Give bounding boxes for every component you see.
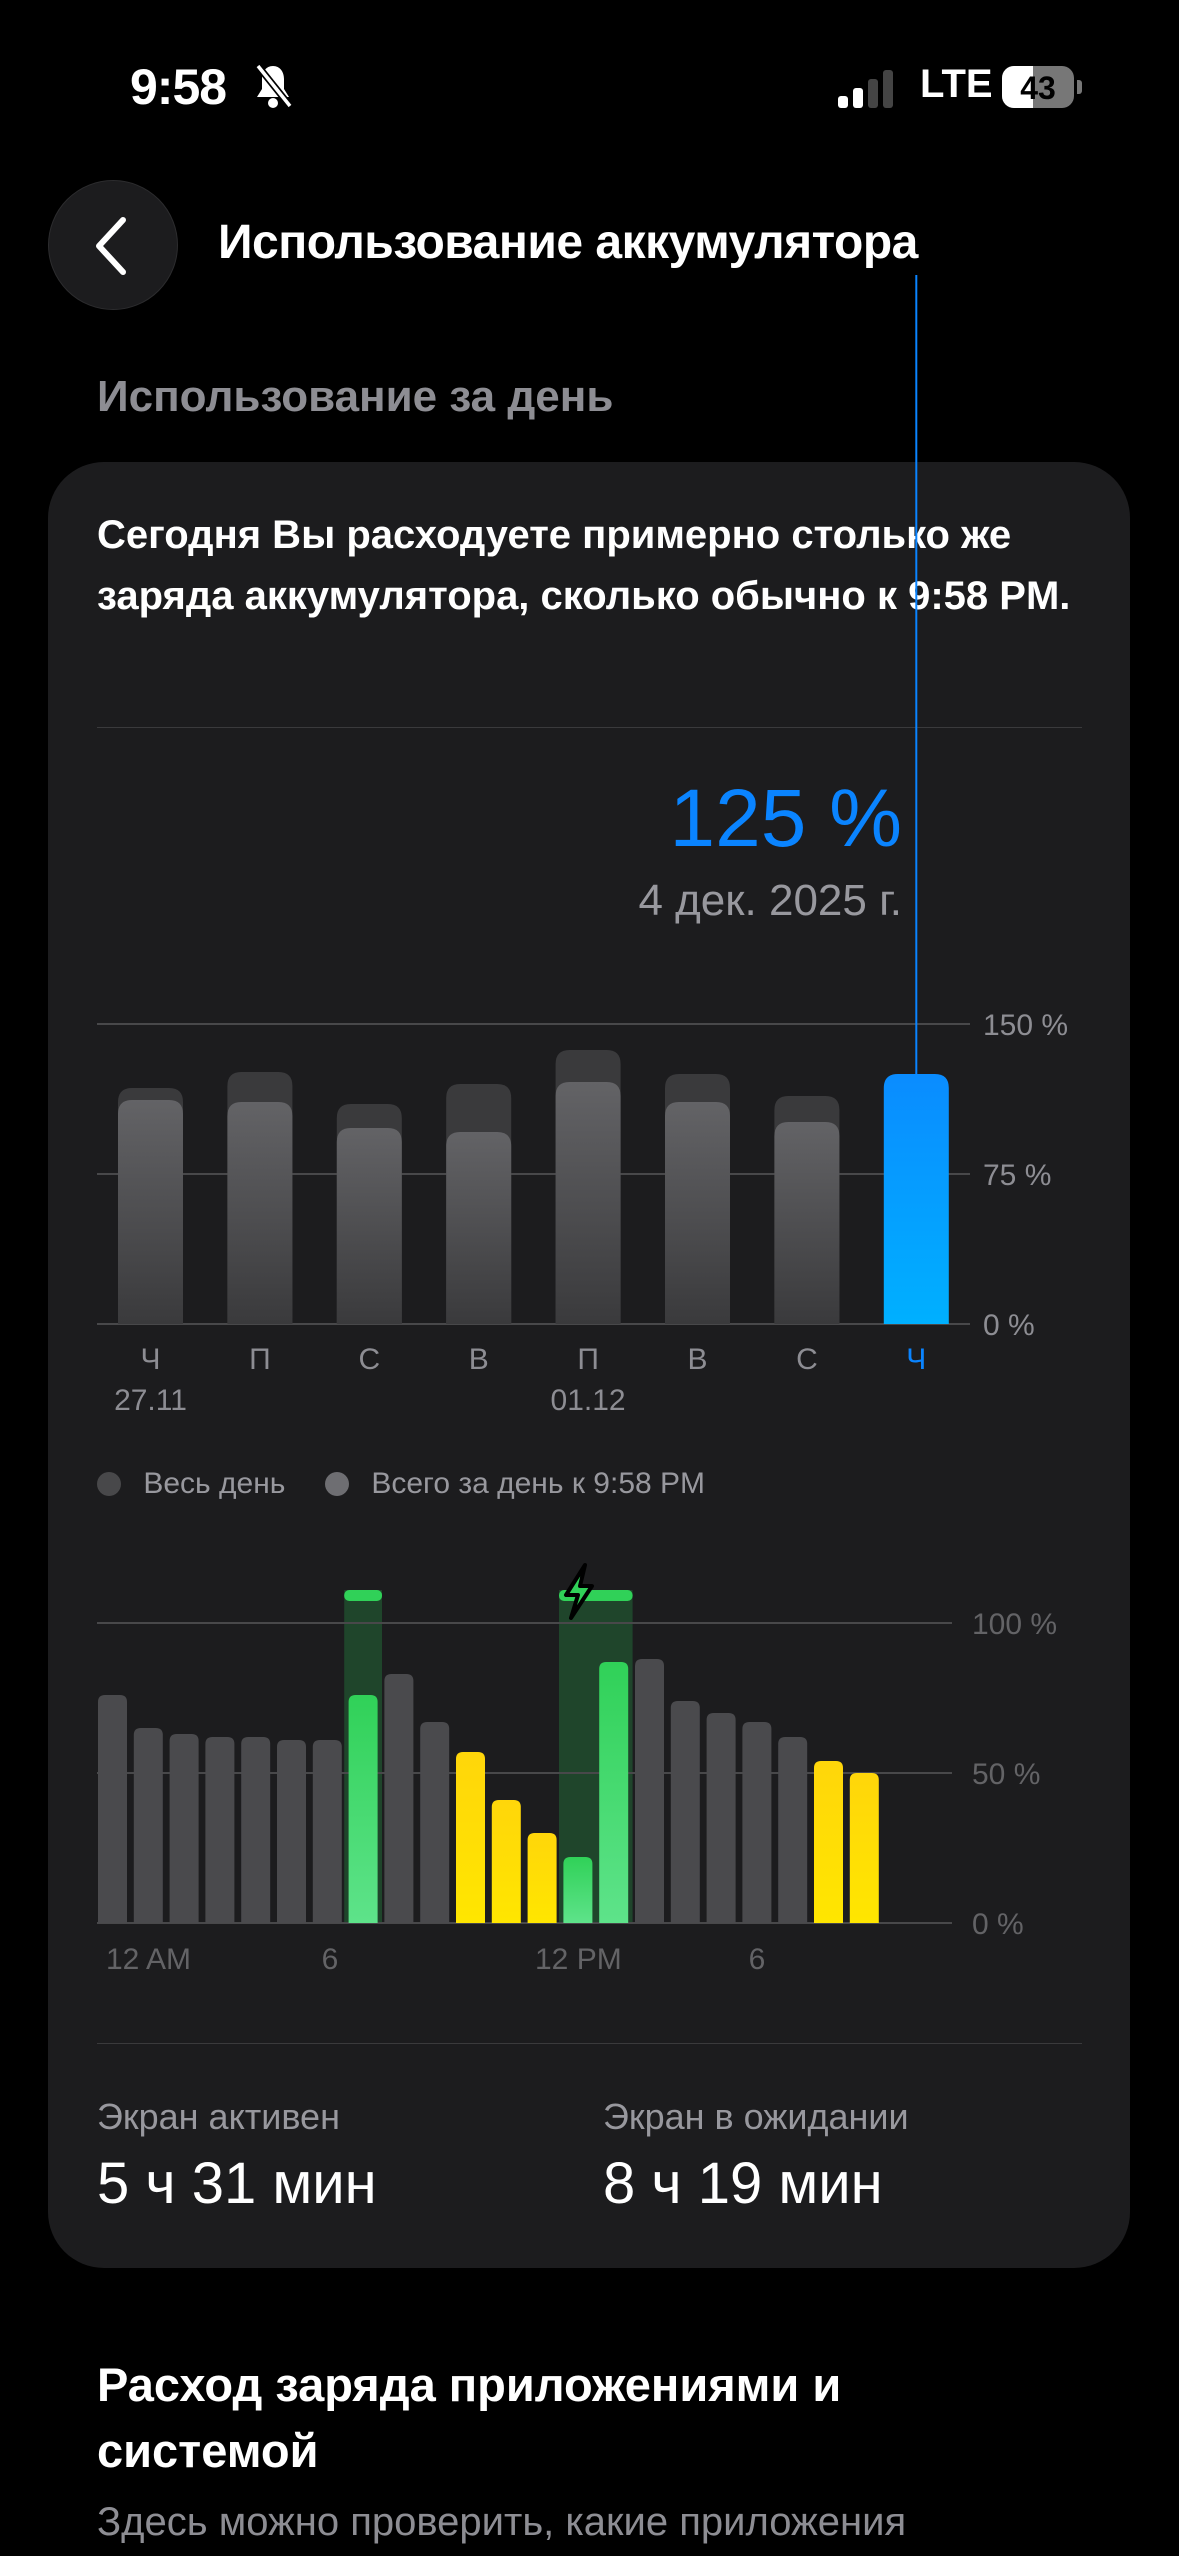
section-label: Использование за день — [97, 372, 614, 421]
y-tick-label: 0 % — [972, 1908, 1024, 1941]
bar-to-time — [774, 1122, 840, 1324]
hourly-battery-chart[interactable]: 100 % 50 % 0 % 12 AM 6 12 PM 6 — [0, 0, 1179, 2000]
legend-item-full-day: Весь день — [97, 1466, 285, 1501]
bar-charging — [563, 1857, 593, 1923]
apps-usage-description: Здесь можно проверить, какие приложения — [97, 2500, 907, 2544]
bar-to-time — [446, 1132, 512, 1324]
daily-usage-chart[interactable]: 150 % 75 % 0 % Ч 27.11 П С В П 01.12 В С Ч — [0, 0, 1179, 1440]
y-tick-label: 0 % — [983, 1309, 1035, 1342]
legend-dot — [97, 1472, 121, 1497]
x-day-label: С — [796, 1343, 818, 1376]
x-day-label: В — [687, 1343, 707, 1376]
silent-bell-icon — [255, 63, 293, 109]
battery-percent: 43 — [1020, 70, 1056, 106]
divider — [97, 2043, 1082, 2044]
bar-hour — [420, 1722, 450, 1923]
x-tick-label: 6 — [322, 1943, 339, 1976]
legend-dot — [325, 1472, 349, 1497]
x-day-label: В — [469, 1343, 489, 1376]
bar-low-power — [456, 1752, 485, 1923]
charging-bolt-icon — [564, 1563, 594, 1620]
x-day-label: Ч — [141, 1343, 161, 1376]
screen-idle-label: Экран в ожидании — [603, 2096, 909, 2137]
x-day-label: П — [249, 1343, 271, 1376]
divider — [97, 727, 1082, 728]
battery-tip — [1077, 80, 1082, 94]
bar-low-power — [814, 1761, 843, 1923]
y-tick-label: 50 % — [972, 1758, 1040, 1791]
x-day-label: С — [358, 1343, 380, 1376]
bar-charging — [599, 1662, 629, 1923]
bar-to-time — [118, 1100, 183, 1324]
bar-hour — [384, 1674, 414, 1923]
chevron-left-icon — [96, 217, 126, 275]
bar-hour — [706, 1713, 736, 1923]
usage-card — [48, 462, 1130, 2268]
x-tick-label: 6 — [749, 1943, 766, 1976]
usage-summary: Сегодня Вы расходуете примерно столько ж… — [97, 513, 1071, 618]
y-tick-label: 100 % — [972, 1608, 1057, 1641]
bar-to-time — [555, 1082, 621, 1324]
bar-selected-day — [883, 1074, 949, 1324]
page-title: Использование аккумулятора — [218, 216, 918, 269]
selected-value: 125 % — [669, 773, 902, 864]
x-tick-label: 12 PM — [535, 1943, 622, 1976]
legend-label: Весь день — [143, 1467, 286, 1501]
y-tick-label: 150 % — [983, 1009, 1068, 1042]
battery-icon: 43 — [1002, 66, 1074, 108]
screen-active-value: 5 ч 31 мин — [97, 2151, 377, 2216]
bar-hour — [133, 1728, 163, 1923]
bar-to-time — [336, 1128, 402, 1324]
x-date-label: 27.11 — [114, 1384, 187, 1417]
bar-hour — [742, 1722, 772, 1923]
x-tick-label: 12 AM — [106, 1943, 191, 1976]
back-button[interactable] — [48, 180, 178, 310]
selected-date: 4 дек. 2025 г. — [638, 876, 902, 925]
bar-low-power — [491, 1800, 521, 1923]
bar-to-time — [227, 1102, 293, 1324]
y-tick-label: 75 % — [983, 1159, 1051, 1192]
bar-hour — [205, 1737, 235, 1923]
bar-low-power — [849, 1773, 879, 1923]
legend-label: Всего за день к 9:58 PM — [371, 1467, 706, 1501]
screen-active-label: Экран активен — [97, 2096, 340, 2137]
bar-hour — [277, 1740, 306, 1923]
x-day-label: П — [577, 1343, 599, 1376]
bar-to-time — [665, 1102, 730, 1324]
network-type: LTE — [920, 62, 993, 106]
x-day-label: Ч — [906, 1343, 926, 1376]
bar-hour — [670, 1701, 700, 1923]
bar-hour — [169, 1734, 199, 1923]
bar-hour — [241, 1737, 271, 1923]
bar-hour — [778, 1737, 808, 1923]
apps-usage-heading: Расход заряда приложениями и системой — [97, 2358, 842, 2477]
bar-low-power — [527, 1833, 557, 1923]
bar-hour — [98, 1695, 127, 1923]
bar-hour — [635, 1659, 664, 1923]
status-time: 9:58 — [130, 59, 227, 115]
charging-period-cap — [344, 1590, 382, 1601]
screen-idle-value: 8 ч 19 мин — [603, 2151, 883, 2216]
cellular-signal-icon — [838, 70, 893, 108]
bar-hour — [312, 1740, 342, 1923]
legend-item-to-time: Всего за день к 9:58 PM — [325, 1466, 705, 1501]
x-date-label: 01.12 — [551, 1384, 626, 1417]
bar-charging — [348, 1695, 378, 1923]
